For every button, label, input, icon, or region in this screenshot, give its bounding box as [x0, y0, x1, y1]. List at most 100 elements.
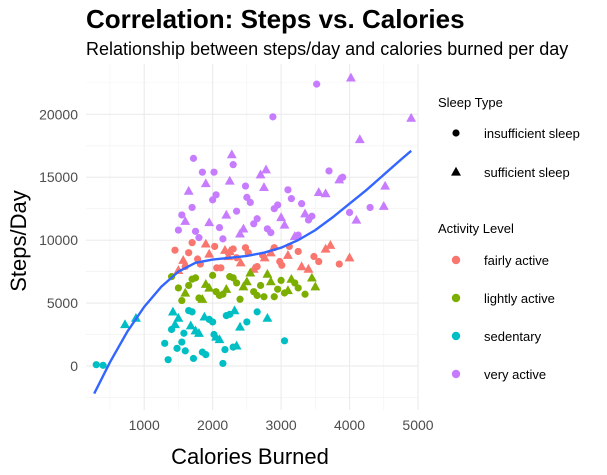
- data-point-circle: [173, 344, 181, 352]
- data-point-triangle: [310, 281, 321, 291]
- y-tick-label: 10000: [39, 232, 78, 248]
- data-point-circle: [164, 356, 172, 364]
- data-point-circle: [215, 223, 224, 232]
- data-point-triangle: [200, 238, 211, 248]
- x-tick-label: 1000: [129, 417, 160, 433]
- data-point-triangle: [261, 164, 271, 174]
- data-point-triangle: [190, 325, 201, 335]
- legend-key-color: [451, 369, 461, 379]
- data-point-circle: [241, 182, 250, 190]
- data-point-circle: [174, 226, 183, 234]
- x-axis-title: Calories Burned: [171, 444, 329, 469]
- data-point-circle: [287, 195, 295, 203]
- data-points: [92, 72, 417, 369]
- data-point-triangle: [320, 243, 331, 253]
- data-point-circle: [243, 318, 251, 326]
- data-point-triangle: [313, 187, 324, 196]
- data-point-triangle: [204, 217, 215, 227]
- data-point-circle: [185, 249, 193, 257]
- data-point-triangle: [235, 321, 245, 331]
- data-point-triangle: [351, 214, 362, 224]
- legend-key-color: [451, 331, 461, 341]
- data-point-triangle: [259, 182, 269, 191]
- data-point-circle: [308, 212, 316, 220]
- legend-key-circle: [452, 129, 460, 137]
- data-point-circle: [313, 80, 321, 88]
- data-point-circle: [99, 361, 107, 369]
- data-point-triangle: [170, 319, 180, 329]
- data-point-triangle: [235, 228, 245, 238]
- legend-title-activity-level: Activity Level: [438, 221, 514, 236]
- data-point-triangle: [180, 287, 191, 297]
- data-point-triangle: [173, 265, 184, 274]
- data-point-circle: [92, 361, 100, 369]
- data-point-triangle: [178, 255, 189, 264]
- data-point-triangle: [354, 134, 365, 144]
- data-point-circle: [189, 354, 198, 363]
- data-point-triangle: [300, 208, 310, 218]
- data-point-circle: [260, 293, 268, 301]
- data-point-circle: [232, 207, 241, 215]
- data-point-circle: [209, 196, 217, 204]
- y-tick-label: 15000: [39, 169, 78, 185]
- chart-title: Correlation: Steps vs. Calories: [86, 4, 465, 34]
- legend-key-color: [451, 293, 461, 303]
- data-point-circle: [284, 186, 292, 194]
- trend-line-group: [93, 149, 412, 395]
- data-point-triangle: [183, 185, 194, 195]
- y-tick-label: 5000: [47, 295, 78, 311]
- data-point-circle: [195, 234, 203, 242]
- data-point-triangle: [265, 276, 276, 286]
- x-tick-label: 2000: [197, 417, 228, 433]
- data-point-circle: [269, 113, 277, 121]
- data-point-triangle: [226, 149, 237, 159]
- legend-label: sedentary: [484, 329, 542, 344]
- data-point-triangle: [255, 169, 266, 179]
- x-tick-label: 5000: [402, 417, 433, 433]
- data-point-circle: [274, 285, 282, 293]
- data-point-triangle: [262, 312, 273, 322]
- legend-label: insufficient sleep: [484, 126, 580, 141]
- data-point-circle: [185, 307, 193, 315]
- data-point-circle: [310, 252, 318, 261]
- data-point-circle: [339, 173, 347, 181]
- data-point-circle: [188, 203, 196, 212]
- data-point-circle: [210, 168, 218, 176]
- data-point-circle: [188, 239, 196, 247]
- x-axis-ticks: 1000 2000 3000 4000 5000: [129, 417, 434, 433]
- data-point-triangle: [306, 272, 317, 282]
- data-point-circle: [198, 348, 206, 356]
- data-point-triangle: [378, 200, 389, 210]
- data-point-circle: [198, 168, 206, 176]
- data-point-circle: [180, 329, 188, 337]
- data-point-triangle: [224, 246, 235, 256]
- data-point-triangle: [345, 72, 356, 82]
- data-point-circle: [335, 260, 343, 268]
- data-point-circle: [185, 281, 193, 290]
- data-point-circle: [211, 242, 219, 251]
- data-point-triangle: [320, 188, 331, 198]
- data-point-circle: [161, 339, 169, 347]
- data-point-circle: [243, 193, 251, 201]
- data-point-triangle: [241, 276, 252, 286]
- data-point-circle: [210, 330, 218, 339]
- data-point-triangle: [221, 209, 232, 219]
- data-point-circle: [236, 295, 244, 303]
- legend-key-color: [451, 255, 461, 265]
- data-point-triangle: [245, 267, 256, 277]
- data-point-circle: [250, 220, 258, 228]
- data-point-triangle: [286, 273, 297, 283]
- data-point-triangle: [296, 261, 307, 271]
- data-point-triangle: [303, 263, 314, 273]
- data-point-triangle: [180, 216, 191, 225]
- legend-label: sufficient sleep: [484, 165, 570, 180]
- chart-subtitle: Relationship between steps/day and calor…: [86, 39, 569, 59]
- data-point-circle: [276, 257, 284, 266]
- data-point-triangle: [334, 174, 345, 184]
- data-point-circle: [178, 296, 186, 305]
- data-point-circle: [366, 203, 374, 212]
- data-point-circle: [189, 154, 198, 162]
- data-point-circle: [256, 281, 265, 290]
- data-point-circle: [280, 289, 289, 297]
